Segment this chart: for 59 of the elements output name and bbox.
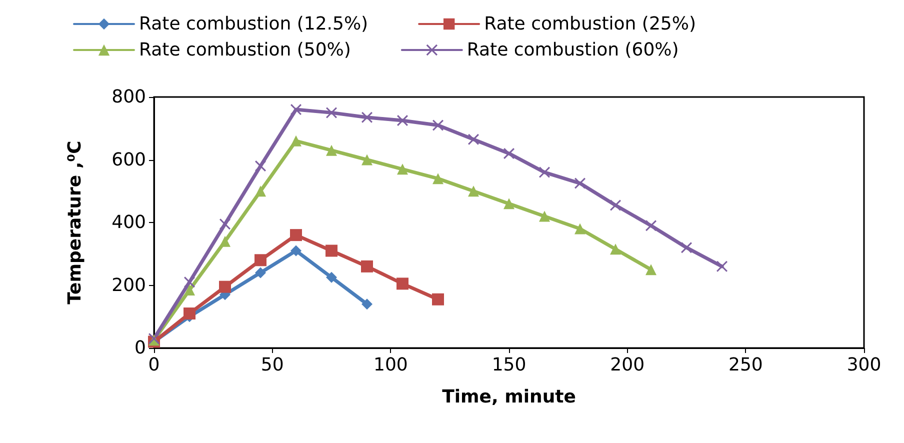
- point: [681, 242, 692, 254]
- point: [468, 186, 479, 197]
- x-tick-label: 200: [610, 354, 645, 376]
- point: [184, 276, 195, 288]
- point: [716, 260, 728, 272]
- point: [220, 236, 230, 247]
- point: [290, 104, 302, 116]
- point: [290, 245, 302, 256]
- x-tick-label: 100: [373, 354, 408, 376]
- point: [290, 135, 302, 146]
- point: [290, 229, 302, 242]
- point: [326, 272, 337, 283]
- y-tick-label: 600: [112, 149, 146, 170]
- legend-label: Rate combustion (50%): [139, 40, 351, 60]
- y-tick-label: 200: [112, 274, 146, 296]
- point: [504, 148, 514, 159]
- x-axis-title: Time, minute: [442, 386, 576, 408]
- point: [539, 210, 550, 222]
- y-tick-label: 400: [112, 212, 146, 233]
- x-tick-label: 150: [492, 354, 526, 376]
- legend-label: Rate combustion (25%): [484, 14, 696, 34]
- point: [397, 164, 408, 175]
- point: [326, 144, 337, 156]
- x-tick-label: 300: [846, 354, 882, 376]
- x-tick-label: 50: [260, 354, 284, 376]
- point: [255, 267, 266, 278]
- point: [362, 298, 372, 310]
- point: [539, 166, 550, 178]
- point: [646, 264, 656, 276]
- point: [396, 278, 408, 290]
- x-tick-label: 0: [148, 354, 160, 376]
- point: [646, 220, 656, 232]
- legend-label: Rate combustion (12.5%): [139, 14, 368, 34]
- legend-label: Rate combustion (60%): [466, 40, 679, 60]
- point: [610, 244, 621, 255]
- point: [574, 178, 586, 189]
- point: [574, 223, 586, 234]
- point: [326, 244, 338, 257]
- point: [326, 107, 337, 118]
- point: [361, 260, 373, 272]
- x-tick-label: 250: [728, 354, 763, 376]
- point: [610, 200, 621, 211]
- point: [432, 173, 444, 184]
- point: [468, 134, 479, 145]
- point: [255, 186, 266, 197]
- point: [362, 112, 372, 123]
- y-axis-title: Temperature ,⁰C: [64, 140, 86, 304]
- point: [254, 254, 266, 266]
- y-tick-label: 800: [112, 86, 146, 108]
- point: [432, 120, 444, 131]
- point: [219, 280, 231, 293]
- point: [432, 293, 444, 306]
- point: [220, 218, 230, 230]
- point: [397, 115, 408, 126]
- y-tick-label: 0: [134, 338, 146, 358]
- point: [362, 154, 372, 166]
- point: [504, 198, 514, 210]
- point: [255, 160, 266, 172]
- point: [184, 284, 195, 296]
